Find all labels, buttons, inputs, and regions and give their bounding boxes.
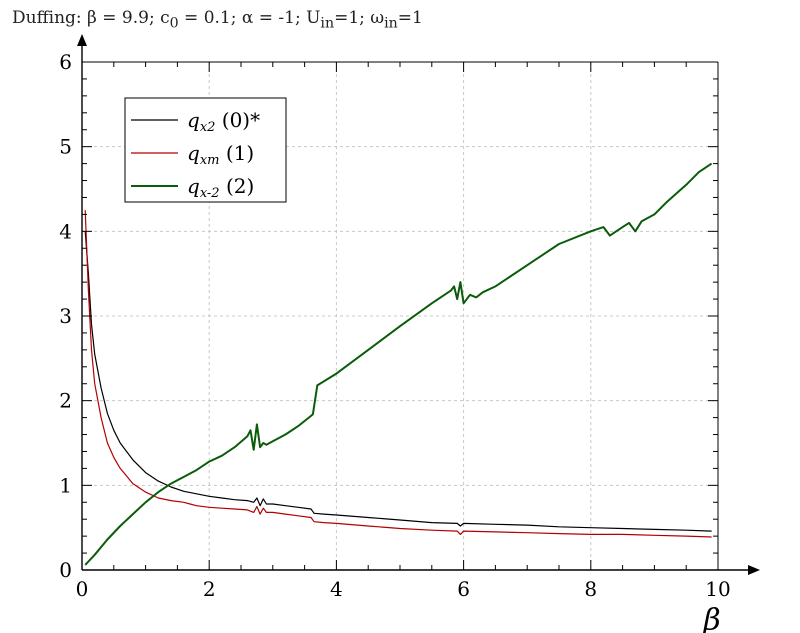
series-line-0 [84, 231, 712, 532]
y-tick-label: 4 [59, 219, 72, 243]
legend-label-2: qx-2 (2) [187, 174, 254, 201]
y-tick-label: 2 [59, 389, 72, 413]
ticks: 0 1 2 3 4 5 6 0 2 4 6 8 10β [59, 50, 730, 633]
x-tick-label: 6 [457, 577, 470, 601]
chart-title: Duffing: β = 9.9; c0 = 0.1; α = -1; Uin=… [12, 8, 423, 32]
x-axis-arrow-icon [748, 565, 760, 575]
series-line-2 [84, 162, 713, 566]
y-tick-label: 0 [59, 558, 72, 582]
legend-label-1: qxm (1) [187, 141, 254, 168]
series-layer [84, 162, 713, 566]
y-tick-label: 6 [59, 50, 72, 74]
y-tick-label: 3 [59, 304, 72, 328]
legend-label-0: qx2 (0)* [187, 108, 260, 135]
legend: qx2 (0)* qxm (1) qx-2 (2) [124, 97, 287, 203]
y-axis-arrow-icon [77, 34, 87, 46]
x-tick-label: 10 [705, 577, 730, 601]
x-axis-label: β [702, 603, 720, 633]
y-tick-label: 1 [59, 473, 72, 497]
x-tick-label: 4 [330, 577, 343, 601]
series-line-1 [84, 210, 712, 538]
x-tick-label: 0 [76, 577, 89, 601]
x-tick-label: 2 [203, 577, 216, 601]
legend-box [124, 97, 287, 203]
grid [82, 62, 718, 570]
y-tick-label: 5 [59, 135, 72, 159]
x-tick-label: 8 [584, 577, 597, 601]
